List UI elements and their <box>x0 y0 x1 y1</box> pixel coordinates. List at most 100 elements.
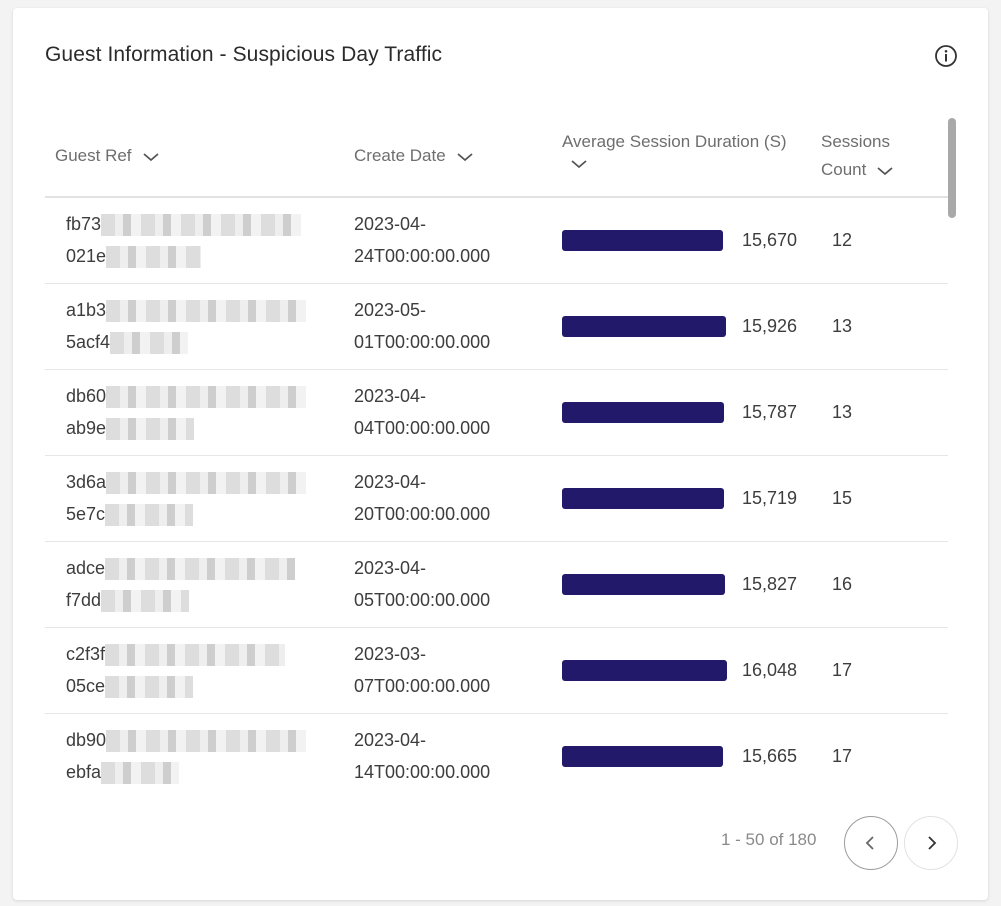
guest-ref-cell: 3d6a 5e7c <box>66 466 316 530</box>
column-label: Create Date <box>354 146 446 165</box>
create-date-cell: 2023-04- 14T00:00:00.000 <box>354 724 544 788</box>
table-row[interactable]: c2f3f 05ce 2023-03- 07T00:00:00.000 16,0… <box>45 628 948 714</box>
avg-duration-bar <box>562 316 726 337</box>
redacted-block <box>105 504 194 527</box>
guest-ref-prefix: 5e7c <box>66 504 106 524</box>
avg-duration-value: 15,670 <box>742 230 798 250</box>
guest-ref-prefix: 3d6a <box>66 472 107 492</box>
sessions-count-value: 15 <box>832 488 853 508</box>
column-header-avg-session-duration[interactable]: Average Session Duration (S) <box>562 128 812 170</box>
redacted-block <box>105 558 296 581</box>
table-row[interactable]: db90 ebfa 2023-04- 14T00:00:00.000 15,66… <box>45 714 948 798</box>
redacted-block <box>106 246 202 269</box>
redacted-block <box>106 472 307 495</box>
guest-info-card: Guest Information - Suspicious Day Traff… <box>13 8 988 900</box>
guest-ref-prefix: f7dd <box>66 590 102 610</box>
guest-ref-prefix: c2f3f <box>66 644 106 664</box>
date-line: 2023-04- <box>354 558 427 578</box>
create-date-cell: 2023-04- 20T00:00:00.000 <box>354 466 544 530</box>
guest-ref-prefix: db60 <box>66 386 107 406</box>
create-date-cell: 2023-05- 01T00:00:00.000 <box>354 294 544 358</box>
avg-duration-value: 15,926 <box>742 316 798 336</box>
date-line: 2023-04- <box>354 214 427 234</box>
date-line: 04T00:00:00.000 <box>354 418 491 438</box>
guest-ref-prefix: adce <box>66 558 106 578</box>
redacted-block <box>105 676 194 699</box>
guest-ref-prefix: 5acf4 <box>66 332 111 352</box>
column-label: Guest Ref <box>55 146 132 165</box>
guest-ref-prefix: db90 <box>66 730 107 750</box>
redacted-block <box>106 730 307 753</box>
date-line: 2023-03- <box>354 644 427 664</box>
redacted-block <box>101 762 180 785</box>
info-icon[interactable] <box>934 44 958 68</box>
guest-ref-prefix: ab9e <box>66 418 107 438</box>
chevron-left-icon <box>865 836 874 850</box>
date-line: 2023-04- <box>354 386 427 406</box>
redacted-block <box>106 418 195 441</box>
sessions-count-value: 17 <box>832 746 853 766</box>
sessions-count-value: 16 <box>832 574 853 594</box>
guest-ref-prefix: a1b3 <box>66 300 107 320</box>
chevron-down-icon <box>571 160 587 169</box>
column-header-guest-ref[interactable]: Guest Ref <box>55 142 160 170</box>
column-label: Sessions <box>821 132 890 151</box>
next-page-button[interactable] <box>904 816 958 870</box>
avg-duration-bar <box>562 746 723 767</box>
column-header-sessions-count[interactable]: Sessions Count <box>821 128 931 184</box>
table-scrollbar-thumb[interactable] <box>948 118 956 218</box>
guest-ref-prefix: fb73 <box>66 214 102 234</box>
sessions-count-value: 13 <box>832 316 853 336</box>
table-header: Guest Ref Create Date Average Session Du… <box>45 118 948 198</box>
chevron-down-icon <box>877 166 893 175</box>
guest-ref-cell: fb73 021e <box>66 208 316 272</box>
guest-ref-cell: a1b3 5acf4 <box>66 294 316 358</box>
avg-duration-value: 15,719 <box>742 488 798 508</box>
avg-duration-bar <box>562 402 724 423</box>
table-row[interactable]: fb73 021e 2023-04- 24T00:00:00.000 15,67… <box>45 198 948 284</box>
date-line: 01T00:00:00.000 <box>354 332 491 352</box>
column-label: Average Session Duration (S) <box>562 132 787 151</box>
avg-duration-value: 15,787 <box>742 402 798 422</box>
column-header-create-date[interactable]: Create Date <box>354 142 474 170</box>
date-line: 14T00:00:00.000 <box>354 762 491 782</box>
guest-table: Guest Ref Create Date Average Session Du… <box>45 118 948 798</box>
create-date-cell: 2023-03- 07T00:00:00.000 <box>354 638 544 702</box>
date-line: 05T00:00:00.000 <box>354 590 491 610</box>
avg-duration-bar <box>562 660 727 681</box>
date-line: 07T00:00:00.000 <box>354 676 491 696</box>
table-row[interactable]: 3d6a 5e7c 2023-04- 20T00:00:00.000 15,71… <box>45 456 948 542</box>
sessions-count-value: 12 <box>832 230 853 250</box>
avg-duration-bar <box>562 488 724 509</box>
date-line: 20T00:00:00.000 <box>354 504 491 524</box>
table-row[interactable]: db60 ab9e 2023-04- 04T00:00:00.000 15,78… <box>45 370 948 456</box>
avg-duration-value: 15,665 <box>742 746 798 766</box>
table-row[interactable]: a1b3 5acf4 2023-05- 01T00:00:00.000 15,9… <box>45 284 948 370</box>
redacted-block <box>106 386 307 409</box>
guest-ref-cell: db60 ab9e <box>66 380 316 444</box>
redacted-block <box>101 214 302 237</box>
guest-ref-cell: c2f3f 05ce <box>66 638 316 702</box>
sessions-count-value: 17 <box>832 660 853 680</box>
guest-ref-prefix: 05ce <box>66 676 106 696</box>
create-date-cell: 2023-04- 24T00:00:00.000 <box>354 208 544 272</box>
avg-duration-bar <box>562 230 723 251</box>
chevron-down-icon <box>142 152 159 161</box>
card-title: Guest Information - Suspicious Day Traff… <box>45 43 443 66</box>
table-row[interactable]: adce f7dd 2023-04- 05T00:00:00.000 15,82… <box>45 542 948 628</box>
column-label: Count <box>821 160 867 179</box>
redacted-block <box>106 300 307 323</box>
chevron-right-icon <box>928 836 937 850</box>
table-body: fb73 021e 2023-04- 24T00:00:00.000 15,67… <box>45 198 948 798</box>
guest-ref-prefix: 021e <box>66 246 107 266</box>
create-date-cell: 2023-04- 05T00:00:00.000 <box>354 552 544 616</box>
date-line: 24T00:00:00.000 <box>354 246 491 266</box>
pagination-range: 1 - 50 of 180 <box>721 830 817 849</box>
redacted-block <box>105 644 286 667</box>
redacted-block <box>101 590 190 613</box>
redacted-block <box>110 332 189 355</box>
previous-page-button[interactable] <box>844 816 898 870</box>
guest-ref-prefix: ebfa <box>66 762 102 782</box>
avg-duration-value: 16,048 <box>742 660 798 680</box>
avg-duration-value: 15,827 <box>742 574 798 594</box>
